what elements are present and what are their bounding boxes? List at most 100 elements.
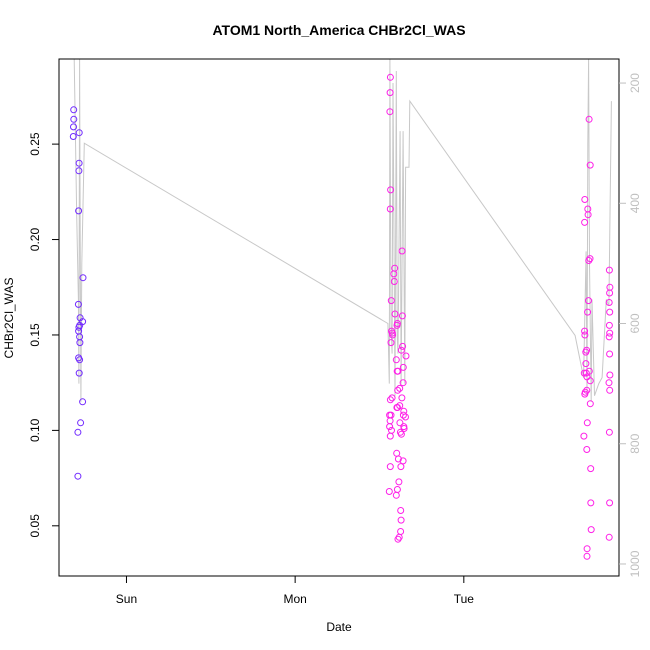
data-point — [606, 499, 614, 507]
data-point — [581, 390, 589, 398]
pressure-line-layer — [73, 59, 612, 402]
data-point — [399, 342, 407, 350]
data-point — [386, 423, 394, 431]
data-point — [386, 396, 394, 404]
data-point — [605, 299, 613, 306]
data-point — [398, 247, 406, 255]
data-point — [74, 300, 82, 308]
data-point — [580, 432, 588, 440]
data-point — [402, 352, 410, 360]
data-points-layer — [69, 73, 614, 560]
data-point — [75, 369, 83, 377]
data-point — [587, 526, 595, 534]
data-point — [605, 321, 613, 329]
data-point — [606, 289, 614, 297]
data-point — [79, 274, 87, 282]
data-point — [606, 350, 614, 358]
data-point — [396, 402, 404, 410]
data-point — [74, 428, 82, 436]
data-point — [392, 356, 400, 364]
data-point — [606, 371, 614, 379]
x-axis: Sun Mon Tue — [116, 576, 474, 606]
data-point — [386, 108, 394, 116]
data-point — [605, 333, 613, 341]
data-point — [585, 367, 593, 375]
data-point — [396, 384, 404, 392]
pressure-line — [73, 59, 612, 402]
secondary-y-tick-label: 800 — [628, 433, 642, 453]
data-point — [583, 419, 591, 427]
data-point — [77, 419, 85, 427]
data-point — [582, 348, 590, 356]
data-point — [75, 129, 83, 137]
plot-frame — [58, 58, 620, 577]
secondary-y-tick-label: 600 — [628, 313, 642, 333]
data-point — [585, 115, 593, 123]
data-point — [385, 488, 393, 495]
data-point — [583, 552, 591, 560]
data-point — [74, 472, 82, 480]
data-point — [70, 115, 78, 123]
data-point — [394, 455, 402, 463]
secondary-y-tick-label: 1000 — [628, 550, 642, 577]
y-axis-label: CHBr2Cl_WAS — [2, 278, 16, 359]
data-point — [392, 491, 400, 499]
data-point — [75, 323, 83, 331]
data-point — [399, 379, 407, 387]
data-point — [75, 167, 83, 175]
data-point — [386, 432, 394, 440]
data-point — [402, 413, 409, 421]
data-point — [585, 297, 592, 305]
data-point — [581, 327, 589, 335]
data-point — [387, 297, 395, 305]
data-point — [605, 533, 613, 541]
data-point — [606, 329, 614, 337]
data-point — [397, 528, 405, 535]
data-point — [398, 312, 406, 320]
data-point — [391, 310, 399, 318]
data-point — [581, 331, 589, 339]
data-point — [79, 398, 87, 406]
data-point — [386, 89, 394, 97]
chart-title: ATOM1 North_America CHBr2Cl_WAS — [212, 22, 465, 38]
data-point — [395, 478, 403, 486]
x-axis-label: Date — [326, 620, 352, 634]
data-point — [69, 133, 77, 140]
y-tick-label: 0.25 — [28, 132, 42, 156]
data-point — [586, 377, 594, 385]
data-point — [584, 308, 592, 316]
data-point — [581, 196, 589, 203]
data-point — [393, 486, 401, 493]
y-tick-label: 0.20 — [28, 228, 42, 252]
data-point — [389, 331, 397, 339]
data-point — [386, 463, 394, 471]
data-point — [585, 257, 593, 264]
data-point — [397, 346, 405, 354]
data-point — [586, 161, 594, 169]
y-tick-label: 0.15 — [28, 323, 42, 347]
data-point — [387, 339, 395, 347]
x-tick-label: Tue — [454, 592, 475, 606]
data-point — [606, 283, 614, 291]
data-point — [70, 106, 78, 114]
data-point — [400, 425, 408, 432]
data-point — [394, 386, 402, 394]
data-point — [586, 255, 594, 263]
x-tick-label: Sun — [116, 592, 137, 606]
data-point — [397, 516, 405, 524]
data-point — [399, 411, 407, 419]
data-point — [605, 266, 613, 274]
data-point — [397, 430, 405, 438]
data-point — [606, 308, 614, 316]
data-point — [397, 507, 405, 514]
data-point — [394, 404, 401, 411]
data-point — [397, 463, 405, 471]
data-point — [583, 545, 591, 553]
data-point — [395, 533, 403, 541]
data-point — [581, 218, 589, 226]
data-point — [584, 211, 592, 219]
data-point — [396, 419, 404, 427]
data-point — [393, 321, 401, 329]
data-point — [75, 159, 83, 167]
